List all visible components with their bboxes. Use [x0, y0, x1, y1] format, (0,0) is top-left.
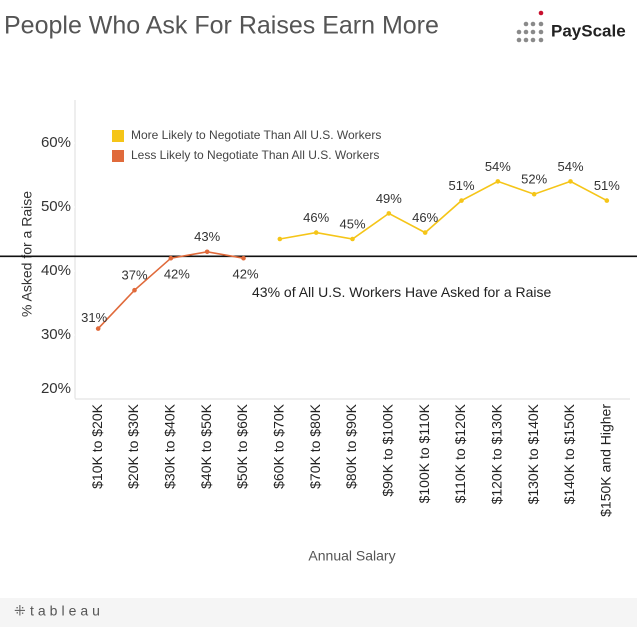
y-tick-label: 40% [41, 262, 71, 279]
chart-title: People Who Ask For Raises Earn More [4, 12, 439, 40]
x-tick-label: $150K and Higher [598, 404, 614, 517]
data-point [386, 211, 392, 216]
x-tick-label: $20K to $30K [125, 403, 141, 489]
x-tick-label: $30K to $40K [162, 403, 178, 489]
data-point [168, 255, 174, 261]
x-tick-label: $80K to $90K [343, 403, 359, 489]
legend-label: Less Likely to Negotiate Than All U.S. W… [131, 148, 379, 162]
x-tick-label: $10K to $20K [89, 403, 105, 489]
data-point [350, 236, 355, 242]
footer-bar [0, 598, 637, 627]
data-label: 37% [121, 268, 147, 283]
x-tick-label: $100K to $110K [416, 403, 432, 503]
data-label: 54% [557, 159, 583, 174]
data-label: 51% [594, 178, 620, 193]
data-point [459, 198, 464, 203]
series-line [97, 250, 244, 330]
data-label: 43% [194, 229, 220, 244]
y-tick-label: 60% [41, 134, 71, 151]
footer-text: tableau [30, 603, 104, 619]
x-tick-label: $50K to $60K [234, 403, 250, 489]
x-tick-label: $60K to $70K [271, 403, 287, 489]
data-point [313, 230, 319, 235]
data-label: 42% [232, 267, 258, 282]
x-tick-label: $70K to $80K [307, 403, 323, 489]
legend-swatch [112, 150, 124, 162]
x-tick-label: $90K to $100K [380, 403, 396, 496]
y-tick-label: 20% [41, 380, 71, 397]
legend-label: More Likely to Negotiate Than All U.S. W… [131, 128, 381, 142]
data-point [277, 236, 283, 242]
x-tick-label: $140K to $150K [561, 403, 577, 504]
y-tick-label: 50% [41, 198, 71, 215]
data-point [241, 255, 246, 261]
logo-dots [516, 10, 544, 43]
y-tick-label: 30% [41, 326, 71, 343]
reference-label: 43% of All U.S. Workers Have Asked for a… [252, 284, 552, 300]
data-point [604, 198, 610, 203]
data-point [568, 179, 573, 184]
data-label: 46% [303, 210, 329, 225]
data-point [204, 249, 210, 255]
data-point [495, 179, 501, 184]
footer-icon: ⁜ [14, 603, 26, 619]
data-label: 54% [485, 159, 511, 174]
data-label: 51% [448, 178, 474, 193]
legend-swatch [112, 130, 124, 142]
data-label: 42% [164, 267, 190, 282]
data-label: 45% [339, 216, 365, 231]
data-label: 31% [81, 310, 107, 325]
logo-text: PayScale [551, 21, 626, 40]
x-tick-label: $130K to $140K [525, 403, 541, 504]
y-axis-label: % Asked for a Raise [19, 191, 35, 317]
x-tick-label: $40K to $50K [198, 403, 214, 489]
data-point [422, 230, 428, 235]
x-tick-label: $110K to $120K [452, 403, 468, 503]
data-label: 46% [412, 210, 438, 225]
data-point [132, 287, 137, 293]
x-axis-label: Annual Salary [308, 548, 395, 564]
x-tick-label: $120K to $130K [489, 403, 505, 504]
data-label: 52% [521, 172, 547, 187]
data-label: 49% [376, 191, 402, 206]
data-point [531, 191, 537, 197]
data-point [95, 326, 101, 331]
series-line [279, 180, 608, 240]
